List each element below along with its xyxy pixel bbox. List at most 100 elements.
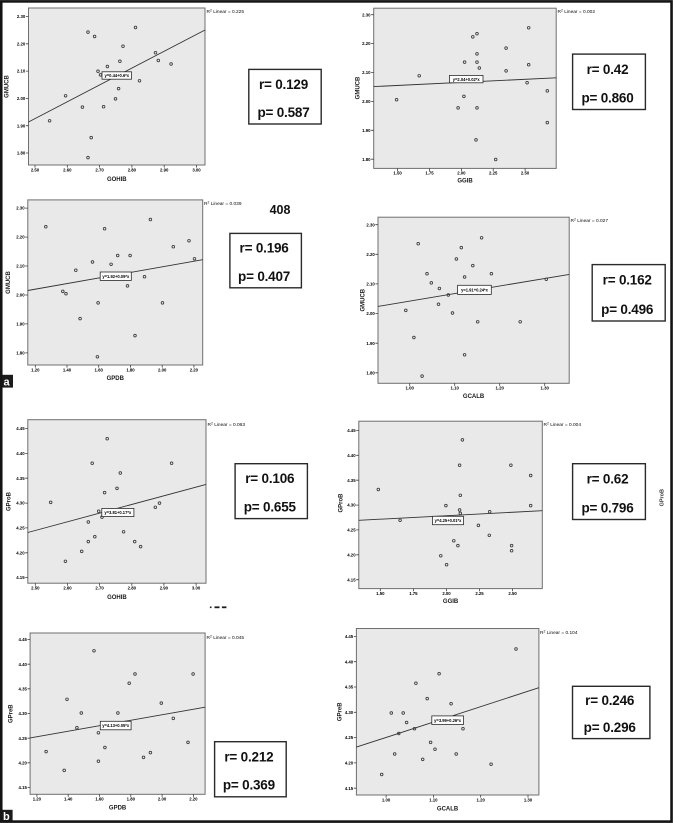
svg-text:3.00: 3.00 [192, 586, 201, 591]
svg-text:4.40: 4.40 [16, 451, 25, 456]
svg-text:4.30: 4.30 [16, 501, 25, 506]
svg-text:4.15: 4.15 [345, 786, 354, 791]
svg-text:4.25: 4.25 [347, 528, 356, 533]
svg-text:4.15: 4.15 [347, 577, 356, 582]
svg-text:GPreB: GPreB [9, 704, 15, 723]
svg-text:2.25: 2.25 [475, 591, 484, 596]
svg-text:r= 0.42: r= 0.42 [587, 62, 629, 77]
svg-text:1.20: 1.20 [477, 797, 486, 802]
svg-text:R2 Linear = 0.027: R2 Linear = 0.027 [571, 218, 609, 224]
svg-text:R2 Linear = 0.063: R2 Linear = 0.063 [208, 422, 246, 428]
svg-text:1.20: 1.20 [33, 797, 42, 802]
svg-text:2.00: 2.00 [16, 293, 25, 298]
svg-text:1.90: 1.90 [366, 341, 375, 346]
svg-text:1.20: 1.20 [496, 386, 505, 391]
svg-text:1.80: 1.80 [362, 157, 371, 162]
svg-text:1.50: 1.50 [393, 171, 402, 176]
svg-text:4.35: 4.35 [19, 686, 28, 691]
svg-text:p= 0.587: p= 0.587 [257, 105, 309, 120]
svg-text:y=0.44+0.6*x: y=0.44+0.6*x [105, 73, 130, 78]
svg-text:R2 Linear = 0.104: R2 Linear = 0.104 [540, 630, 578, 636]
svg-text:2.20: 2.20 [190, 367, 199, 372]
svg-text:GMUCB: GMUCB [5, 75, 11, 98]
svg-text:y=2.04+0.02*x: y=2.04+0.02*x [453, 77, 481, 82]
svg-text:y=3.99+0.26*x: y=3.99+0.26*x [434, 718, 462, 723]
svg-text:2.00: 2.00 [366, 311, 375, 316]
svg-text:GPreB: GPreB [338, 702, 344, 721]
svg-text:2.30: 2.30 [17, 14, 26, 19]
svg-text:r= 0.246: r= 0.246 [585, 693, 635, 708]
svg-text:2.80: 2.80 [128, 586, 137, 591]
svg-text:4.35: 4.35 [347, 478, 356, 483]
svg-text:GPDB: GPDB [107, 376, 125, 382]
svg-text:2.10: 2.10 [16, 264, 25, 269]
svg-text:2.70: 2.70 [95, 586, 104, 591]
svg-text:4.35: 4.35 [345, 685, 354, 690]
svg-text:GGIB: GGIB [457, 179, 473, 185]
svg-text:2.20: 2.20 [362, 41, 371, 46]
svg-text:1.80: 1.80 [17, 151, 26, 156]
svg-text:p= 0.296: p= 0.296 [584, 720, 637, 735]
svg-text:2.00: 2.00 [158, 367, 167, 372]
svg-text:GCALB: GCALB [437, 807, 459, 813]
svg-text:r= 0.162: r= 0.162 [603, 273, 652, 288]
svg-text:4.20: 4.20 [347, 552, 356, 557]
svg-text:GProB: GProB [339, 493, 345, 513]
svg-text:y=4.13+0.05*x: y=4.13+0.05*x [102, 723, 130, 728]
svg-text:R2 Linear = 0.039: R2 Linear = 0.039 [204, 201, 242, 207]
svg-text:r= 0.196: r= 0.196 [240, 241, 290, 256]
svg-text:a: a [4, 376, 11, 388]
svg-text:4.40: 4.40 [345, 659, 354, 664]
svg-text:4.20: 4.20 [19, 760, 28, 765]
svg-text:4.45: 4.45 [16, 426, 25, 431]
svg-text:2.90: 2.90 [160, 586, 169, 591]
svg-text:1.40: 1.40 [64, 797, 73, 802]
svg-text:1.00: 1.00 [382, 797, 391, 802]
svg-text:GProB: GProB [7, 491, 13, 511]
svg-text:2.30: 2.30 [362, 12, 371, 17]
svg-text:2.10: 2.10 [366, 282, 375, 287]
svg-text:p= 0.655: p= 0.655 [244, 500, 297, 515]
svg-text:2.25: 2.25 [489, 171, 498, 176]
svg-text:4.30: 4.30 [345, 710, 354, 715]
svg-text:R2 Linear = 0.045: R2 Linear = 0.045 [207, 635, 245, 641]
svg-text:2.50: 2.50 [31, 586, 40, 591]
svg-text:408: 408 [270, 203, 291, 217]
svg-text:1.90: 1.90 [17, 123, 26, 128]
svg-text:4.15: 4.15 [19, 785, 28, 790]
svg-text:1.75: 1.75 [425, 171, 434, 176]
svg-text:4.25: 4.25 [19, 736, 28, 741]
svg-text:r= 0.129: r= 0.129 [259, 77, 308, 92]
svg-text:2.00: 2.00 [362, 99, 371, 104]
svg-text:r= 0.106: r= 0.106 [245, 471, 295, 486]
svg-text:4.40: 4.40 [347, 453, 356, 458]
svg-text:2.20: 2.20 [16, 235, 25, 240]
svg-text:2.50: 2.50 [508, 591, 517, 596]
svg-text:2.30: 2.30 [366, 222, 375, 227]
svg-text:1.80: 1.80 [126, 367, 135, 372]
svg-text:2.60: 2.60 [63, 586, 72, 591]
svg-text:r= 0.62: r= 0.62 [587, 472, 629, 487]
svg-text:2.50: 2.50 [31, 167, 40, 172]
svg-text:y=3.81+0.17*x: y=3.81+0.17*x [104, 510, 132, 515]
svg-text:1.60: 1.60 [95, 797, 104, 802]
svg-text:1.00: 1.00 [406, 386, 415, 391]
svg-text:1.50: 1.50 [376, 591, 385, 596]
svg-text:1.10: 1.10 [451, 386, 460, 391]
svg-text:2.00: 2.00 [442, 591, 451, 596]
svg-text:1.80: 1.80 [366, 370, 375, 375]
svg-text:GOHIB: GOHIB [107, 595, 127, 601]
svg-text:1.90: 1.90 [362, 128, 371, 133]
svg-text:1.10: 1.10 [429, 797, 438, 802]
svg-text:4.45: 4.45 [345, 634, 354, 639]
svg-text:4.20: 4.20 [345, 761, 354, 766]
svg-text:R2 Linear = 0.225: R2 Linear = 0.225 [207, 9, 245, 15]
svg-text:R2 Linear = 0.002: R2 Linear = 0.002 [558, 9, 596, 15]
svg-text:4.45: 4.45 [19, 637, 28, 642]
svg-text:p= 0.407: p= 0.407 [238, 269, 290, 284]
svg-text:GMUCB: GMUCB [6, 271, 12, 294]
svg-text:GProB: GProB [660, 489, 666, 506]
svg-text:R2 Linear = 0.004: R2 Linear = 0.004 [544, 422, 582, 428]
svg-text:2.20: 2.20 [366, 252, 375, 257]
svg-text:1.30: 1.30 [524, 797, 533, 802]
